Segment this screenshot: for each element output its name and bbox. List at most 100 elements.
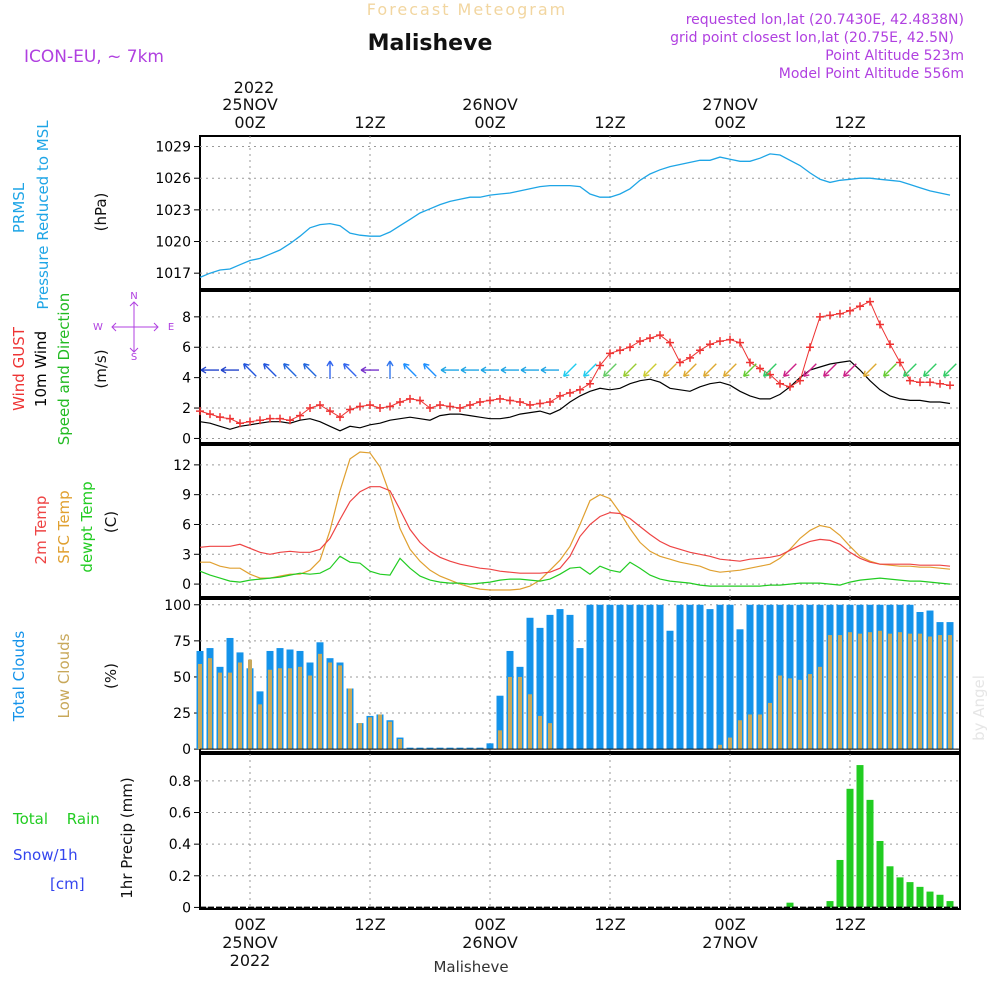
wind-direction-arrow — [903, 363, 917, 378]
wind-direction-arrow — [220, 366, 239, 374]
rain-bar — [866, 799, 874, 908]
compass-e-label: E — [168, 322, 174, 333]
model-label: ICON-EU, ~ 7km — [24, 47, 164, 67]
wind-gust-marker — [516, 397, 524, 406]
low-cloud-bar — [938, 635, 942, 750]
wind-gust-marker — [606, 349, 614, 358]
bottom-date-label: 27NOV — [702, 933, 758, 952]
total-cloud-bar — [526, 617, 534, 750]
wind-direction-arrow — [500, 366, 519, 374]
low-cloud-bar — [348, 688, 352, 750]
wind-gust-marker — [466, 401, 474, 409]
clouds-unit: (%) — [102, 663, 120, 689]
rain-bar — [876, 840, 884, 908]
wind-gust-marker — [906, 376, 914, 385]
bottom-date-label: 25NOV — [222, 933, 278, 952]
low-cloud-bar — [498, 730, 502, 750]
wind-gust-marker — [386, 402, 394, 411]
wind-gust-marker — [736, 338, 744, 347]
wind-direction-arrow — [360, 366, 379, 374]
wind-gust-marker — [786, 382, 794, 391]
wind-gust-marker — [656, 331, 664, 340]
wind-gust-marker — [446, 402, 454, 411]
total-cloud-bar — [796, 604, 804, 750]
clouds-ytick-label: 0 — [182, 742, 191, 758]
low-cloud-bar — [878, 630, 882, 750]
low-cloud-bar — [258, 704, 262, 750]
wind-gust-marker — [826, 311, 834, 320]
watermark: by Angel — [970, 675, 988, 741]
clouds-ytick-label: 25 — [173, 706, 191, 722]
low-cloud-bar — [208, 658, 212, 750]
total-cloud-bar — [636, 604, 644, 750]
total-cloud-bar — [716, 604, 724, 750]
total-cloud-bar — [696, 604, 704, 750]
wind-gust-marker — [946, 381, 954, 390]
low-cloud-bar — [228, 672, 232, 750]
low-cloud-bar — [828, 635, 832, 750]
clouds-ytick-label: 100 — [164, 598, 191, 614]
total-cloud-bar — [426, 747, 434, 750]
low-cloud-bar — [748, 714, 752, 750]
compass-rose: N W E S — [93, 291, 174, 363]
top-hour-label: 12Z — [834, 113, 865, 132]
low-cloud-bar — [358, 723, 362, 750]
rain-bar — [836, 859, 844, 908]
low-cloud-bar — [808, 674, 812, 750]
model-point-altitude: Model Point Altitude 556m — [779, 66, 964, 82]
total-cloud-bar — [666, 630, 674, 750]
wind-10m-title: 10m Wind — [32, 331, 50, 407]
low-cloud-bar — [898, 632, 902, 750]
wind-gust-marker — [256, 416, 264, 425]
wind-gust-marker — [756, 364, 764, 373]
wind-gust-marker — [536, 399, 544, 408]
wind-gust-marker — [876, 320, 884, 329]
wind-gust-marker — [346, 405, 354, 414]
wind-gust-marker — [926, 378, 934, 387]
top-hour-label: 00Z — [714, 113, 745, 132]
low-cloud-bar — [888, 633, 892, 750]
temperature-ytick-label: 12 — [173, 458, 191, 474]
wind-ytick-label: 0 — [182, 431, 191, 447]
low-cloud-bar — [538, 715, 542, 750]
bottom-hour-label: 12Z — [834, 915, 865, 934]
total-cloud-bar — [486, 743, 494, 750]
wind-gust-marker — [636, 337, 644, 346]
compass-arrows-icon — [111, 301, 159, 353]
precip-ytick-label: 0 — [182, 900, 191, 916]
pressure-unit: (hPa) — [92, 193, 110, 232]
wind-direction-arrow — [386, 360, 394, 380]
precip-unit: 1hr Precip (mm) — [118, 777, 136, 898]
wind-speed-line — [199, 360, 951, 432]
temp-2m-title: 2m Temp — [32, 496, 50, 565]
low-cloud-bar — [398, 739, 402, 750]
wind-labels: Wind GUST 10m Wind Speed and Direction (… — [10, 291, 174, 445]
total-cloud-bar — [766, 604, 774, 750]
rain-bar — [896, 877, 904, 908]
bottom-hour-label: 00Z — [714, 915, 745, 934]
rain-bar — [786, 902, 794, 908]
wind-gust-marker — [546, 397, 554, 406]
rain-bar — [886, 866, 894, 908]
low-cloud-bar — [198, 663, 202, 750]
wind-gust-marker — [476, 397, 484, 406]
snow-unit: [cm] — [50, 875, 85, 893]
wind-ytick-label: 6 — [182, 340, 191, 356]
pressure-ytick-label: 1020 — [155, 235, 191, 251]
wind-gust-marker — [626, 343, 634, 352]
snow-title: Snow/1h — [13, 846, 78, 864]
rain-bar — [906, 882, 914, 908]
wind-direction-arrow — [200, 366, 219, 374]
low-cloud-bar — [718, 744, 722, 750]
total-cloud-bar — [466, 747, 474, 750]
precip-ytick-label: 0.2 — [169, 869, 191, 885]
wind-direction-arrow — [943, 363, 957, 378]
low-cloud-bar — [318, 653, 322, 750]
wind-direction-arrow — [643, 363, 657, 378]
low-cloud-bar — [778, 675, 782, 750]
top-date-label: 27NOV — [702, 95, 758, 114]
total-cloud-bar — [476, 747, 484, 750]
total-cloud-bar — [586, 604, 594, 750]
wind-gust-marker — [566, 388, 574, 397]
